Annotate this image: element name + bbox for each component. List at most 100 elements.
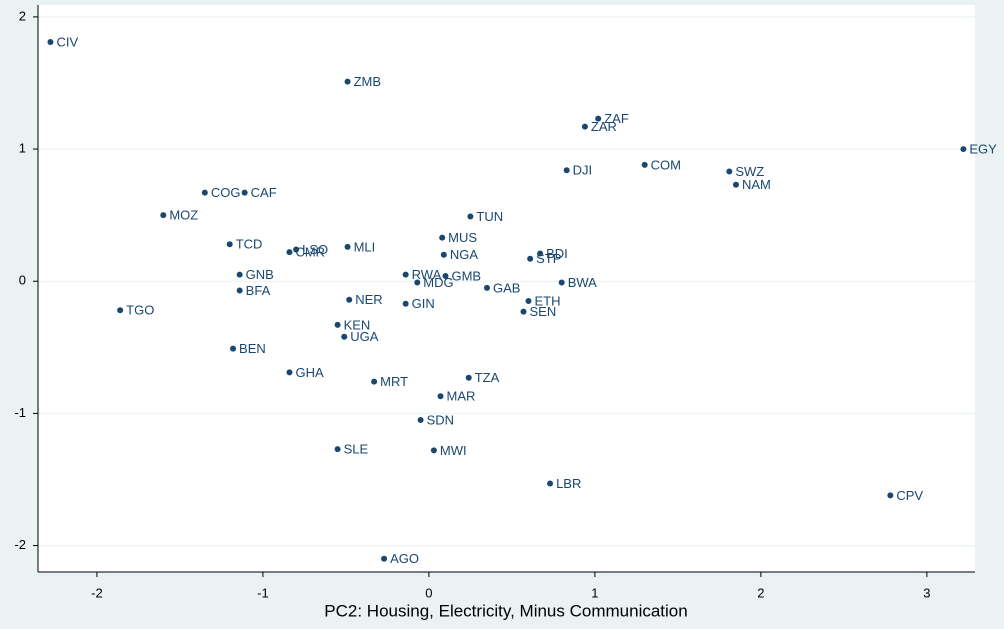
point-label: SEN: [530, 304, 557, 319]
y-tick-label: 0: [19, 273, 26, 288]
point: [641, 161, 648, 168]
point-label: NER: [355, 292, 382, 307]
x-tick-label: 3: [923, 585, 930, 600]
point-label: GMB: [451, 268, 481, 283]
point: [467, 213, 474, 220]
point: [465, 374, 472, 381]
point: [430, 447, 437, 454]
x-tick-label: -2: [91, 585, 103, 600]
point-label: RWA: [412, 267, 442, 282]
point-label: KEN: [344, 317, 371, 332]
point: [595, 115, 602, 122]
point: [442, 272, 449, 279]
point: [47, 39, 54, 46]
point-label: UGA: [350, 329, 379, 344]
point: [286, 249, 293, 256]
point-label: ZAF: [604, 111, 629, 126]
point-label: MAR: [447, 389, 476, 404]
point-label: CMR: [295, 245, 325, 260]
point: [344, 78, 351, 85]
point: [293, 246, 300, 253]
point-label: CPV: [896, 488, 923, 503]
point: [726, 168, 733, 175]
x-tick-label: 0: [425, 585, 432, 600]
point-label: TZA: [475, 370, 500, 385]
point-label: LSO: [302, 242, 328, 257]
point-label: BFA: [246, 283, 271, 298]
y-tick-label: 1: [19, 141, 26, 156]
point: [437, 393, 444, 400]
x-tick-label: 2: [757, 585, 764, 600]
x-tick-label: -1: [257, 585, 269, 600]
y-tick-label: 2: [19, 8, 26, 23]
point-label: MUS: [448, 230, 477, 245]
point: [537, 250, 544, 257]
point-label: EGY: [969, 142, 997, 157]
point-label: MWI: [440, 443, 467, 458]
point-label: TUN: [476, 209, 503, 224]
point-label: ZAR: [591, 119, 617, 134]
x-axis-label: PC2: Housing, Electricity, Minus Communi…: [324, 601, 687, 620]
point: [236, 271, 243, 278]
point: [483, 284, 490, 291]
point-label: MOZ: [169, 208, 198, 223]
point: [563, 167, 570, 174]
point-label: TGO: [126, 303, 154, 318]
plot-area: [38, 5, 975, 572]
point-label: SDN: [427, 412, 454, 427]
point: [201, 189, 208, 196]
point: [371, 378, 378, 385]
point-label: MDG: [423, 275, 453, 290]
point: [402, 271, 409, 278]
point: [346, 296, 353, 303]
point: [236, 287, 243, 294]
point: [581, 123, 588, 130]
point-label: MRT: [380, 374, 408, 389]
point: [439, 234, 446, 241]
point: [341, 333, 348, 340]
point-label: CAF: [251, 185, 277, 200]
point-label: NAM: [742, 177, 771, 192]
point: [414, 279, 421, 286]
point: [160, 212, 167, 219]
x-tick-label: 1: [591, 585, 598, 600]
point-label: SWZ: [735, 164, 764, 179]
point-label: LBR: [556, 476, 581, 491]
point-label: GAB: [493, 280, 520, 295]
point-label: CIV: [56, 34, 78, 49]
point-label: GNB: [246, 267, 274, 282]
point-label: BWA: [568, 275, 597, 290]
point-label: BEN: [239, 341, 266, 356]
point: [960, 146, 967, 153]
point: [334, 321, 341, 328]
point-label: MLI: [354, 239, 376, 254]
point-label: SLE: [344, 442, 369, 457]
point: [286, 369, 293, 376]
y-tick-label: -2: [14, 537, 26, 552]
point: [334, 446, 341, 453]
point: [230, 345, 237, 352]
point: [402, 300, 409, 307]
point: [527, 255, 534, 262]
point: [117, 307, 124, 314]
point-label: ETH: [534, 293, 560, 308]
point-label: COG: [211, 185, 241, 200]
point-label: ZMB: [354, 74, 381, 89]
point-label: DJI: [573, 163, 593, 178]
point-label: GIN: [412, 296, 435, 311]
y-tick-label: -1: [14, 405, 26, 420]
point: [344, 243, 351, 250]
point: [525, 298, 532, 305]
point-label: BDI: [546, 246, 568, 261]
point: [417, 417, 424, 424]
point-label: AGO: [390, 551, 419, 566]
point: [887, 492, 894, 499]
point: [381, 555, 388, 562]
point: [226, 241, 233, 248]
point: [241, 189, 248, 196]
point-label: STP: [536, 251, 561, 266]
point: [558, 279, 565, 286]
point-label: TCD: [236, 237, 263, 252]
point: [732, 181, 739, 188]
